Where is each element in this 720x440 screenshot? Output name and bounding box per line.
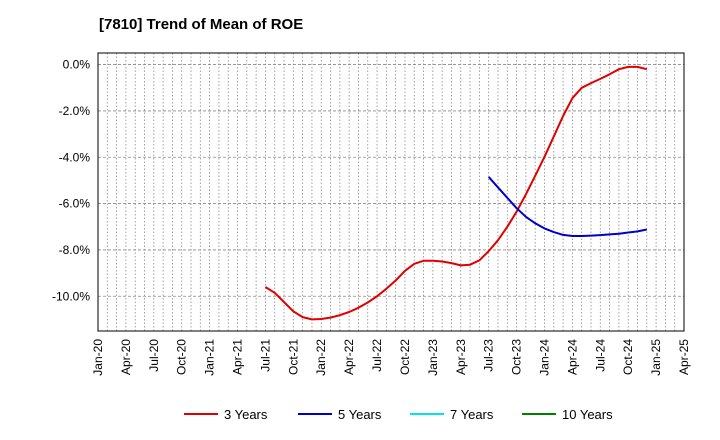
x-tick-label: Apr-20 [119,339,133,375]
y-tick-label: -8.0% [59,243,91,257]
x-tick-label: Apr-21 [231,339,245,375]
y-axis-ticks: 0.0% -2.0% -4.0% -6.0% -8.0% -10.0% [52,58,90,304]
legend-label-3-years: 3 Years [224,407,268,422]
x-tick-label: Jan-20 [91,339,105,376]
x-tick-label: Jan-22 [314,339,328,376]
x-tick-label: Jul-23 [482,339,496,372]
x-tick-label: Jan-25 [649,339,663,376]
x-tick-label: Oct-22 [398,339,412,375]
x-tick-label: Apr-22 [342,339,356,375]
x-tick-label: Jan-24 [537,339,551,376]
legend-label-5-years: 5 Years [338,407,382,422]
y-tick-label: -10.0% [52,289,90,303]
x-tick-label: Apr-24 [565,339,579,375]
x-tick-label: Oct-21 [286,339,300,375]
x-tick-label: Jul-22 [370,339,384,372]
x-tick-label: Jul-24 [593,339,607,372]
y-tick-label: -4.0% [59,150,91,164]
series-line-3-years [264,65,648,321]
x-tick-label: Apr-25 [677,339,691,375]
legend-label-10-years: 10 Years [562,407,613,422]
y-tick-label: -2.0% [59,104,91,118]
x-tick-label: Apr-23 [454,339,468,375]
plot-frame [97,52,685,332]
chart-title: [7810] Trend of Mean of ROE [99,16,304,33]
y-tick-label: 0.0% [63,58,91,72]
series-line-5-years [487,176,648,237]
x-tick-label: Jan-23 [426,339,440,376]
x-tick-label: Jan-21 [203,339,217,376]
y-tick-label: -6.0% [59,197,91,211]
x-tick-label: Jul-21 [258,339,272,372]
series-layer [264,65,648,321]
legend-label-7-years: 7 Years [450,407,494,422]
x-axis-ticks: Jan-20 Apr-20 Jul-20 Oct-20 Jan-21 Apr-21 Jul-… [91,339,691,376]
x-tick-label: Oct-24 [621,339,635,375]
legend: 3 Years 5 Years 7 Years 10 Years [184,407,613,422]
grid-layer [98,53,684,331]
x-tick-label: Oct-20 [175,339,189,375]
x-tick-label: Oct-23 [510,339,524,375]
x-tick-label: Jul-20 [147,339,161,372]
